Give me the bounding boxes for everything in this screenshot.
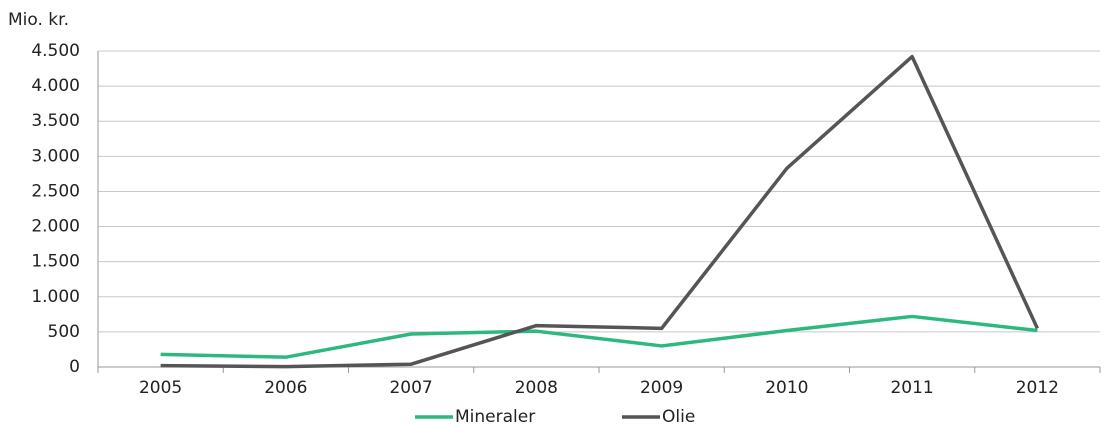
x-tick-label: 2012 bbox=[1016, 378, 1059, 398]
x-tick-label: 2010 bbox=[765, 378, 808, 398]
y-tick-label: 500 bbox=[48, 322, 80, 342]
y-tick-label: 2.500 bbox=[31, 181, 80, 201]
y-tick-label: 0 bbox=[69, 357, 80, 377]
x-tick-label: 2006 bbox=[264, 378, 307, 398]
y-tick-label: 2.000 bbox=[31, 217, 80, 237]
y-tick-label: 3.000 bbox=[31, 146, 80, 166]
x-tick-label: 2007 bbox=[389, 378, 432, 398]
y-tick-label: 1.500 bbox=[31, 252, 80, 272]
y-tick-label: 1.000 bbox=[31, 287, 80, 307]
y-axis-label: Mio. kr. bbox=[8, 10, 69, 30]
series-line bbox=[160, 314, 1038, 359]
legend-label: Mineraler bbox=[455, 407, 535, 425]
x-tick-label: 2008 bbox=[515, 378, 558, 398]
y-tick-label: 4.500 bbox=[31, 41, 80, 61]
legend-label: Olie bbox=[662, 407, 695, 425]
y-tick-label: 3.500 bbox=[31, 111, 80, 131]
y-tick-label: 4.000 bbox=[31, 76, 80, 96]
series-line bbox=[160, 54, 1039, 369]
x-tick-label: 2011 bbox=[890, 378, 933, 398]
x-tick-label: 2009 bbox=[640, 378, 683, 398]
x-tick-label: 2005 bbox=[139, 378, 182, 398]
